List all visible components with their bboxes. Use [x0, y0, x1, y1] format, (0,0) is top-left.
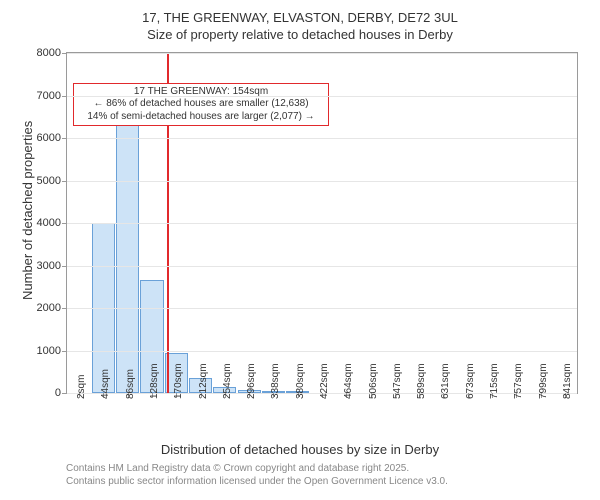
gridline — [67, 266, 577, 267]
gridline — [67, 308, 577, 309]
gridline — [67, 53, 577, 54]
callout-box: 17 THE GREENWAY: 154sqm ← 86% of detache… — [73, 83, 329, 127]
xtick-label: 170sqm — [173, 363, 184, 399]
gridline — [67, 138, 577, 139]
ytick-label: 0 — [55, 387, 67, 399]
ytick-label: 6000 — [37, 132, 67, 144]
y-axis-label: Number of detached properties — [20, 121, 35, 300]
xtick-label: 296sqm — [246, 363, 257, 399]
xtick-label: 86sqm — [125, 369, 136, 399]
ytick-label: 5000 — [37, 175, 67, 187]
chart-container: 17, THE GREENWAY, ELVASTON, DERBY, DE72 … — [0, 0, 600, 500]
ytick-label: 1000 — [37, 345, 67, 357]
gridline — [67, 223, 577, 224]
xtick-label: 464sqm — [343, 363, 354, 399]
ytick-label: 7000 — [37, 90, 67, 102]
gridline — [67, 96, 577, 97]
xtick-label: 2sqm — [76, 375, 87, 399]
chart-title-line2: Size of property relative to detached ho… — [0, 27, 600, 44]
xtick-label: 212sqm — [198, 363, 209, 399]
xtick-label: 589sqm — [416, 363, 427, 399]
xtick-label: 44sqm — [100, 369, 111, 399]
xtick-label: 254sqm — [222, 363, 233, 399]
attribution-text: Contains HM Land Registry data © Crown c… — [66, 462, 448, 488]
ytick-label: 2000 — [37, 302, 67, 314]
x-axis-label: Distribution of detached houses by size … — [0, 442, 600, 457]
xtick-label: 631sqm — [440, 363, 451, 399]
gridline — [67, 351, 577, 352]
xtick-label: 757sqm — [513, 363, 524, 399]
xtick-label: 799sqm — [538, 363, 549, 399]
xtick-label: 422sqm — [319, 363, 330, 399]
xtick-label: 506sqm — [368, 363, 379, 399]
plot-area: 17 THE GREENWAY: 154sqm ← 86% of detache… — [66, 52, 578, 394]
callout-line3: 14% of semi-detached houses are larger (… — [78, 111, 324, 124]
xtick-label: 380sqm — [295, 363, 306, 399]
xtick-label: 338sqm — [270, 363, 281, 399]
gridline — [67, 181, 577, 182]
chart-title: 17, THE GREENWAY, ELVASTON, DERBY, DE72 … — [0, 10, 600, 44]
xtick-label: 841sqm — [562, 363, 573, 399]
chart-title-line1: 17, THE GREENWAY, ELVASTON, DERBY, DE72 … — [0, 10, 600, 27]
callout-line2: ← 86% of detached houses are smaller (12… — [78, 98, 324, 111]
xtick-label: 128sqm — [149, 363, 160, 399]
ytick-label: 8000 — [37, 47, 67, 59]
xtick-label: 547sqm — [392, 363, 403, 399]
ytick-label: 4000 — [37, 217, 67, 229]
attribution-line2: Contains public sector information licen… — [66, 475, 448, 488]
attribution-line1: Contains HM Land Registry data © Crown c… — [66, 462, 448, 475]
ytick-label: 3000 — [37, 260, 67, 272]
xtick-label: 673sqm — [465, 363, 476, 399]
xtick-label: 715sqm — [489, 363, 500, 399]
